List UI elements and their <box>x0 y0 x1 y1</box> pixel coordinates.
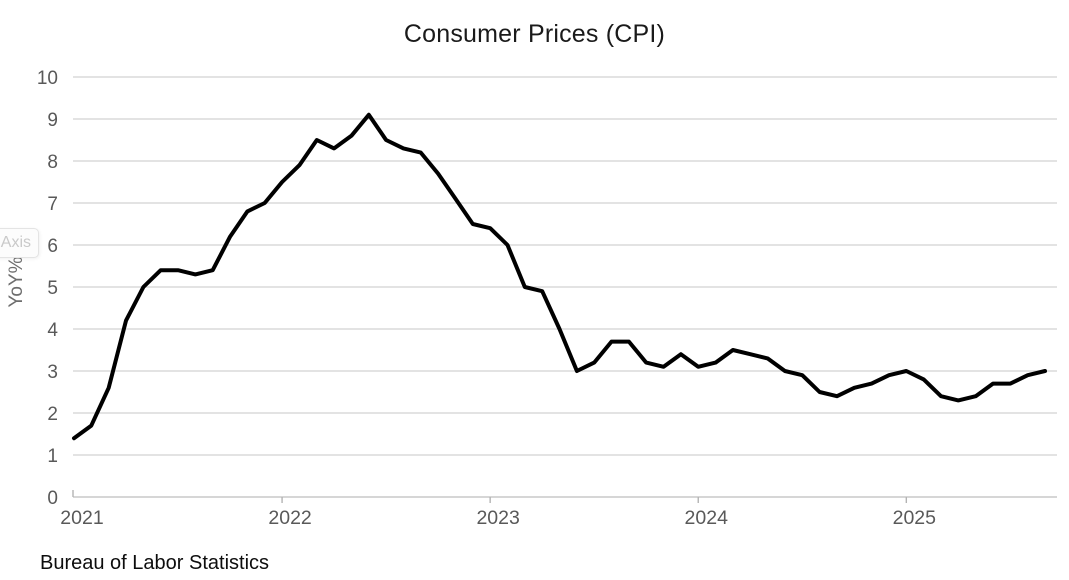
y-tick-label: 1 <box>47 446 58 467</box>
y-tick-label: 8 <box>47 152 58 173</box>
chart-title: Consumer Prices (CPI) <box>403 20 666 48</box>
y-tick-label: 3 <box>47 362 58 383</box>
x-tick-label: 2022 <box>268 507 311 529</box>
y-tick-label: 5 <box>47 278 58 299</box>
y-tick-label: 0 <box>47 488 58 509</box>
x-tick-label: 2021 <box>60 507 103 529</box>
axis-title-tooltip-label: Axis <box>0 234 31 251</box>
x-tick-label: 2025 <box>893 507 937 529</box>
y-tick-label: 4 <box>47 320 58 341</box>
axis-title-tooltip: Axis <box>0 228 39 258</box>
source-note: Bureau of Labor Statistics <box>40 552 270 574</box>
x-tick-label: 2024 <box>685 507 729 529</box>
y-tick-label: 9 <box>47 110 58 131</box>
x-tick-label: 2023 <box>476 507 519 529</box>
y-tick-label: 10 <box>37 68 58 89</box>
y-tick-label: 6 <box>47 236 58 257</box>
cpi-series-line <box>72 112 1047 441</box>
y-tick-label: 7 <box>47 194 58 215</box>
cpi-line-chart: 0 1 2 3 4 5 6 7 8 9 10 2021 2022 2023 2024 2025 <box>37 68 1057 529</box>
y-tick-label: 2 <box>47 404 58 425</box>
